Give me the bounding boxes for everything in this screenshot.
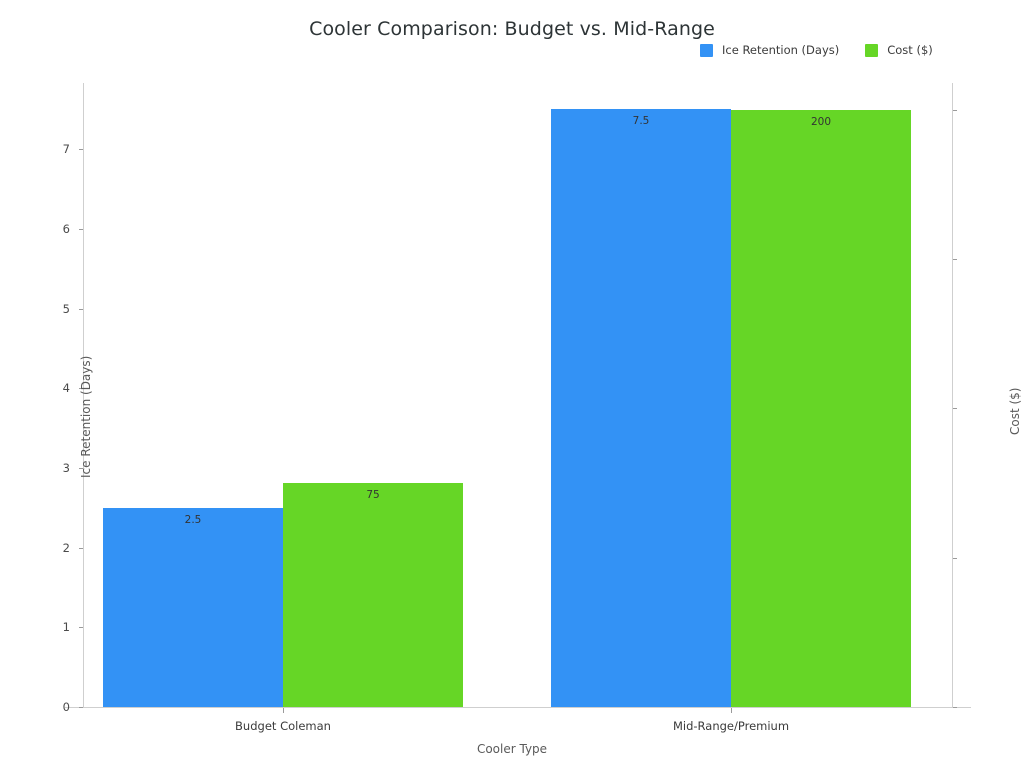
- bar-ice-retention-budget-coleman[interactable]: 2.5: [103, 507, 283, 707]
- y-tick-right: [953, 557, 957, 559]
- y-tick-right: [953, 408, 957, 410]
- y-tick-right: [953, 259, 957, 261]
- y-tick-left: [79, 707, 83, 708]
- y-tick-left: [79, 627, 83, 629]
- legend-label-cost: Cost ($): [887, 43, 933, 57]
- bar-value-ice-retention-budget-coleman: 2.5: [184, 513, 202, 526]
- axis-spine-bottom: [65, 707, 971, 708]
- y-axis-right-title: Cost ($): [1008, 387, 1022, 436]
- y-tick-label-left: 4: [62, 381, 70, 396]
- bar-cost-budget-coleman[interactable]: 75: [283, 483, 463, 707]
- y-tick-label-left: 6: [62, 221, 70, 236]
- axis-spine-left: [83, 83, 84, 707]
- y-tick-left: [79, 228, 83, 230]
- legend-item-cost[interactable]: Cost ($): [865, 43, 933, 57]
- y-tick-left: [79, 467, 83, 469]
- y-tick-left: [79, 388, 83, 390]
- y-tick-right: [953, 707, 957, 708]
- x-tick: [283, 708, 284, 713]
- chart-legend: Ice Retention (Days) Cost ($): [700, 43, 933, 57]
- legend-swatch-cost: [865, 43, 879, 57]
- axis-spine-right: [952, 83, 953, 707]
- chart-title: Cooler Comparison: Budget vs. Mid-Range: [309, 18, 715, 40]
- legend-item-ice-retention[interactable]: Ice Retention (Days): [700, 43, 839, 57]
- y-axis-left-title: Ice Retention (Days): [79, 355, 93, 478]
- bar-ice-retention-mid-range-premium[interactable]: 7.5: [551, 109, 731, 707]
- bar-cost-mid-range-premium[interactable]: 200: [731, 109, 911, 707]
- x-axis-title: Cooler Type: [476, 742, 548, 756]
- x-tick: [731, 708, 732, 713]
- bar-value-cost-budget-coleman: 75: [366, 489, 380, 502]
- y-tick-label-left: 1: [62, 620, 70, 635]
- y-tick-left: [79, 149, 83, 151]
- y-tick-right: [953, 109, 957, 111]
- y-tick-label-left: 2: [62, 540, 70, 555]
- x-tick-label: Budget Coleman: [235, 719, 331, 733]
- y-tick-label-left: 3: [62, 460, 70, 475]
- legend-label-ice-retention: Ice Retention (Days): [722, 43, 840, 57]
- y-tick-label-left: 5: [62, 301, 70, 316]
- x-tick-label: Mid-Range/Premium: [672, 719, 790, 733]
- legend-swatch-ice-retention: [700, 43, 713, 57]
- y-tick-left: [79, 308, 83, 310]
- y-tick-label-left: 7: [62, 142, 70, 157]
- y-tick-left: [79, 547, 83, 549]
- bar-value-cost-mid-range-premium: 200: [810, 115, 832, 128]
- y-tick-label-left: 0: [62, 700, 70, 714]
- bar-value-ice-retention-mid-range-premium: 7.5: [632, 115, 650, 128]
